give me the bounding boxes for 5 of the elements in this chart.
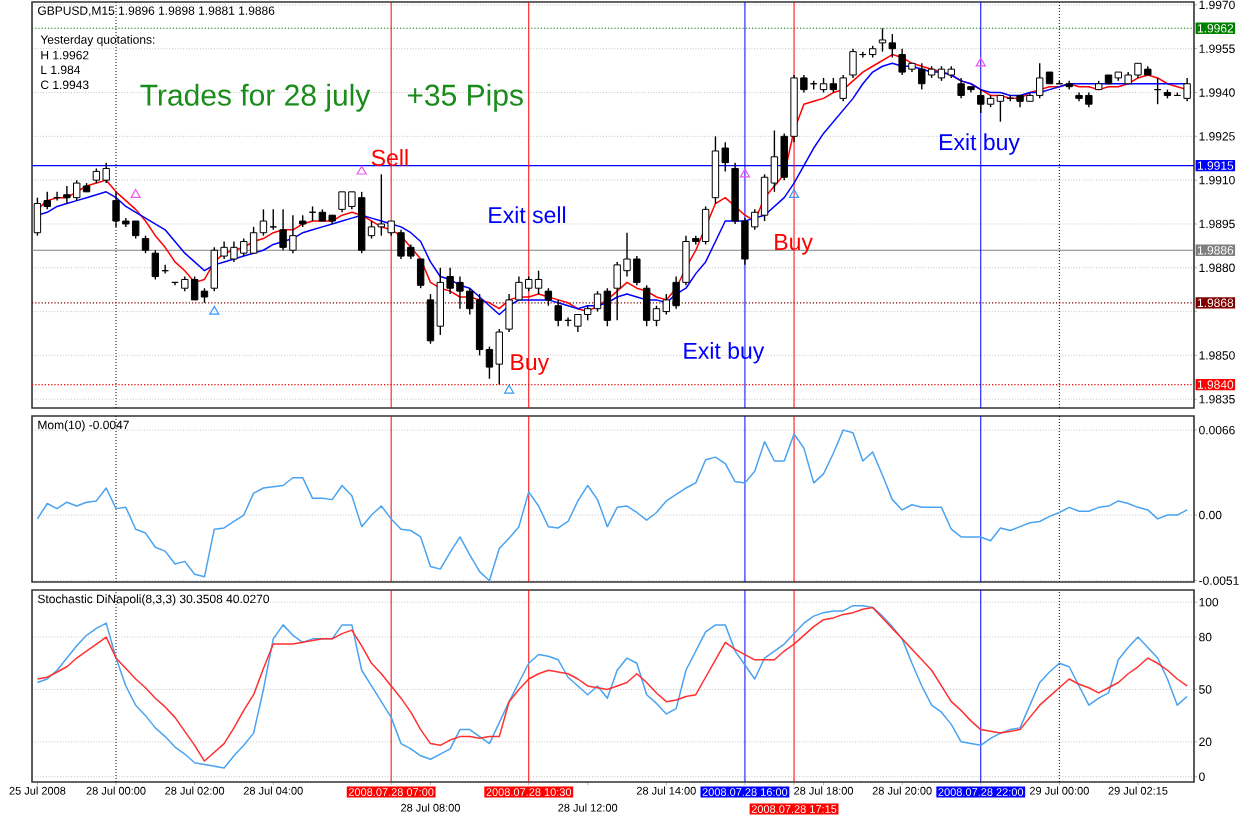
annotation: Exit buy bbox=[940, 133, 1020, 155]
annotation: Buy bbox=[775, 234, 813, 255]
annotation: Exit sell bbox=[489, 206, 566, 224]
annotation: +35 Pips bbox=[407, 83, 523, 112]
annotation: Trades for 28 july bbox=[140, 83, 371, 112]
